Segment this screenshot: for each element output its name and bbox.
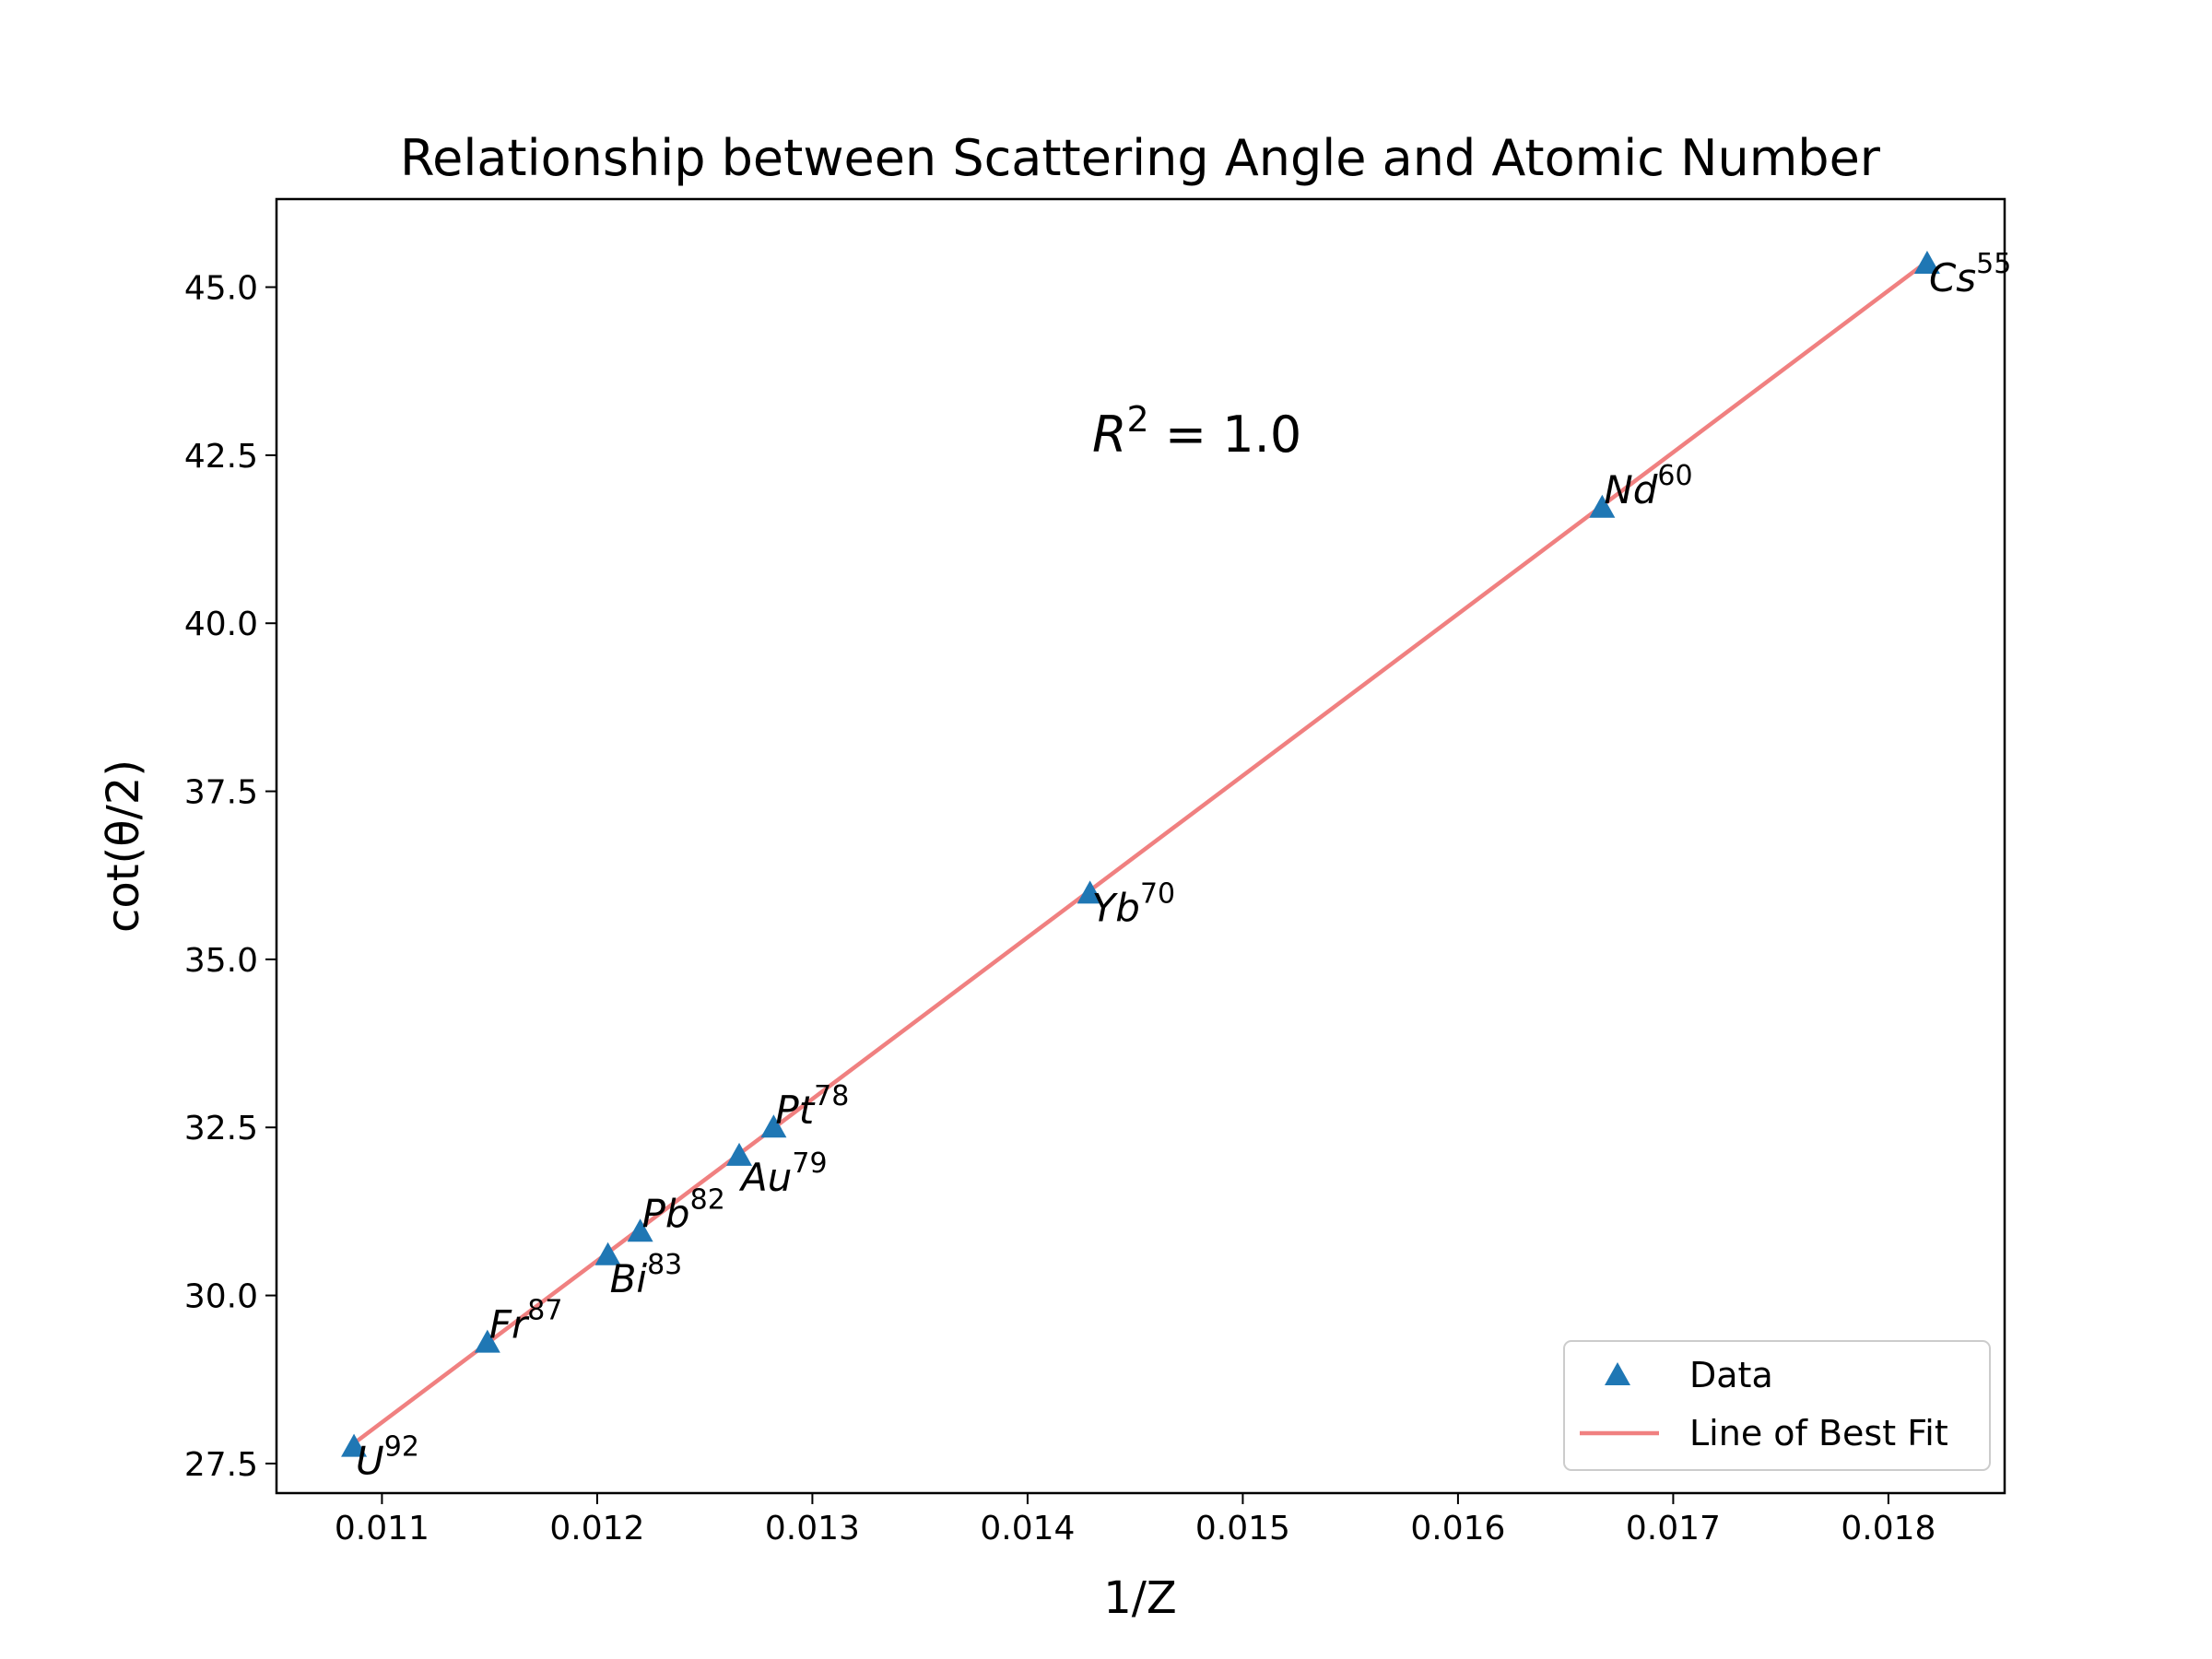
point-label-atomic-number: 83 (647, 1249, 682, 1281)
point-label-atomic-number: 79 (792, 1147, 827, 1180)
r-squared-value: = 1.0 (1149, 406, 1301, 464)
y-tick-label: 40.0 (184, 606, 258, 643)
r-squared-symbol: R (1092, 406, 1127, 464)
data-point-nd (1589, 494, 1616, 518)
x-tick-label: 0.015 (1195, 1510, 1290, 1547)
data-points-layer (341, 251, 1940, 1457)
point-label-element: U (356, 1439, 384, 1484)
point-label-element: Au (738, 1155, 792, 1200)
legend-box (1563, 1340, 1991, 1471)
x-tick-label: 0.013 (765, 1510, 860, 1547)
y-tick-label: 45.0 (184, 270, 258, 308)
point-label-atomic-number: 70 (1140, 877, 1175, 910)
y-axis-label: cot(θ/2) (98, 759, 149, 933)
point-label-element: Cs (1929, 255, 1976, 300)
point-label-element: Nd (1604, 467, 1657, 512)
point-label-element: Fr (489, 1302, 530, 1347)
data-point-bi (594, 1241, 621, 1265)
y-tick-label: 42.5 (184, 438, 258, 476)
point-label-au: Au79 (738, 1147, 828, 1200)
data-point-pt (760, 1114, 787, 1138)
chart-title: Relationship between Scattering Angle an… (400, 129, 1881, 187)
fit-line (352, 260, 1929, 1445)
x-tick-label: 0.018 (1841, 1510, 1936, 1547)
point-label-atomic-number: 87 (527, 1295, 562, 1327)
point-label-atomic-number: 78 (814, 1080, 849, 1112)
point-label-cs: Cs55 (1929, 248, 2011, 300)
x-tick-label: 0.017 (1626, 1510, 1721, 1547)
point-label-element: Yb (1092, 885, 1140, 930)
point-label-element: Pt (775, 1088, 815, 1133)
legend-label-fit: Line of Best Fit (1689, 1413, 1948, 1453)
point-label-atomic-number: 55 (1976, 248, 2011, 280)
r-squared-annotation: R2 = 1.0 (1092, 399, 1301, 464)
point-label-bi: Bi83 (610, 1249, 683, 1301)
x-tick-label: 0.012 (549, 1510, 644, 1547)
point-label-pb: Pb82 (642, 1183, 725, 1236)
plot-frame (275, 197, 2006, 1495)
x-tick-label: 0.016 (1410, 1510, 1505, 1547)
legend: Data Line of Best Fit (1563, 1340, 1991, 1471)
data-point-pb (627, 1218, 653, 1242)
data-point-fr (474, 1329, 500, 1353)
point-label-yb: Yb70 (1092, 877, 1176, 930)
y-tick-label: 27.5 (184, 1446, 258, 1484)
legend-triangle-icon (1605, 1362, 1630, 1385)
y-axis-ticks: 27.5 30.0 32.5 35.0 37.5 40.0 42.5 45.0 (184, 270, 276, 1484)
point-label-fr: Fr87 (489, 1295, 563, 1347)
x-tick-label: 0.014 (980, 1510, 1075, 1547)
r-squared-power: 2 (1127, 399, 1149, 440)
y-tick-label: 30.0 (184, 1278, 258, 1316)
x-tick-label: 0.011 (335, 1510, 429, 1547)
point-label-atomic-number: 82 (690, 1183, 725, 1216)
point-label-pt: Pt78 (775, 1080, 849, 1133)
data-point-au (726, 1142, 753, 1166)
y-tick-label: 32.5 (184, 1110, 258, 1147)
point-label-u: U92 (356, 1431, 419, 1484)
fit-line-layer (352, 260, 1929, 1445)
data-point-cs (1913, 251, 1940, 275)
data-point-u (341, 1433, 368, 1457)
point-label-atomic-number: 92 (384, 1431, 419, 1464)
x-axis-label: 1/Z (1103, 1572, 1177, 1624)
x-axis-ticks: 0.011 0.012 0.013 0.014 0.015 0.016 0.017 0.018 (335, 1493, 1936, 1547)
y-tick-label: 35.0 (184, 942, 258, 980)
data-point-yb (1077, 880, 1103, 904)
point-label-element: Bi (610, 1256, 648, 1301)
point-label-element: Pb (642, 1191, 690, 1236)
point-label-nd: Nd60 (1604, 460, 1692, 512)
y-tick-label: 37.5 (184, 774, 258, 812)
point-label-atomic-number: 60 (1657, 460, 1692, 492)
legend-label-data: Data (1689, 1355, 1773, 1395)
